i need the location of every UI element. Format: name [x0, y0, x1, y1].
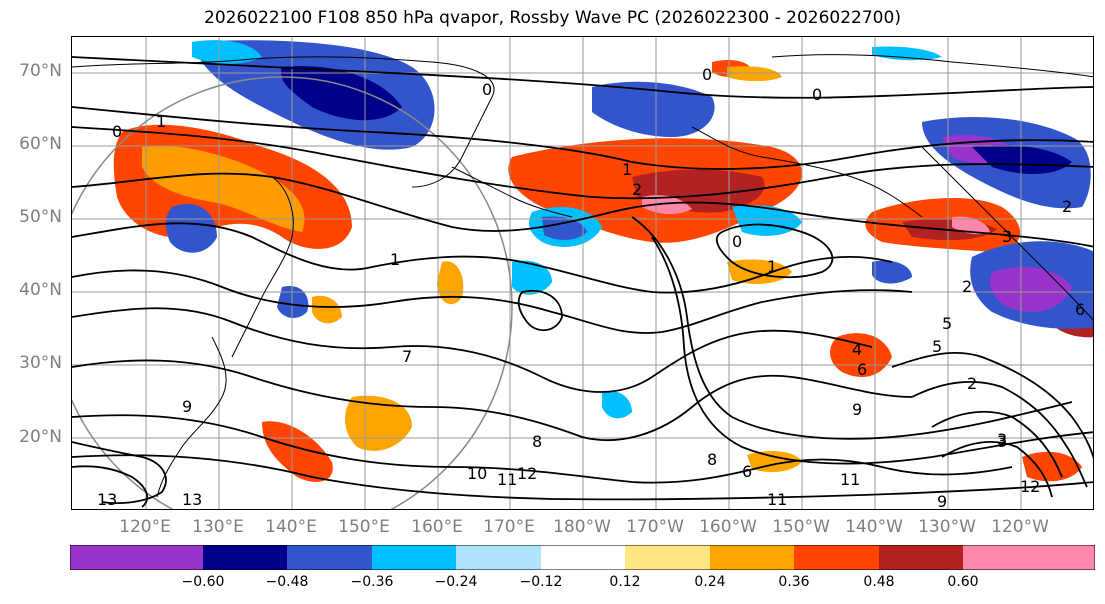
colorbar-segment — [70, 545, 203, 570]
colorbar-tick: −0.60 — [181, 574, 225, 590]
colorbar-tick: 0.24 — [694, 574, 726, 590]
lat-label-20n: 20°N — [19, 427, 62, 447]
colorbar-segment — [963, 545, 1095, 570]
contour-label: 2 — [1062, 197, 1072, 216]
colorbar-segment — [710, 545, 794, 570]
plot-title: 2026022100 F108 850 hPa qvapor, Rossby W… — [204, 8, 901, 28]
contour-label: 0 — [812, 85, 822, 104]
contour-label: 1 — [767, 257, 777, 276]
lon-label-160e: 160°E — [411, 517, 463, 537]
colorbar-tick: 0.12 — [609, 574, 641, 590]
lat-label-40n: 40°N — [19, 280, 62, 300]
lon-label-130e: 130°E — [192, 517, 244, 537]
lon-label-140w: 140°W — [845, 517, 903, 537]
lon-label-150e: 150°E — [338, 517, 390, 537]
colorbar-tick: −0.24 — [434, 574, 478, 590]
colorbar-tick: 0.60 — [947, 574, 979, 590]
colorbar-tick: 0.48 — [863, 574, 895, 590]
lon-label-180w: 180°W — [553, 517, 611, 537]
colorbar — [70, 545, 1095, 570]
colorbar-segment — [456, 545, 541, 570]
contour-label-group: 0 1 0 0 0 1 2 0 1 2 1 3 2 4 5 6 7 8 9 10… — [97, 65, 1085, 510]
map-panel: 0 1 0 0 0 1 2 0 1 2 1 3 2 4 5 6 7 8 9 10… — [71, 36, 1094, 510]
contour-label: 11 — [840, 470, 860, 489]
contour-label: 3 — [1002, 227, 1012, 246]
colorbar-segment — [794, 545, 879, 570]
contour-label: 13 — [97, 490, 117, 509]
lon-label-170w: 170°W — [626, 517, 684, 537]
contour-label: 1 — [390, 250, 400, 269]
contour-label: 11 — [497, 470, 517, 489]
contour-label: 2 — [962, 277, 972, 296]
lon-label-120e: 120°E — [119, 517, 171, 537]
contour-label: 6 — [857, 360, 867, 379]
reference-circle — [72, 76, 513, 509]
colorbar-tick: −0.12 — [519, 574, 563, 590]
contour-label: 12 — [1020, 477, 1040, 496]
contour-label: 1 — [156, 112, 166, 131]
contour-label: 0 — [482, 80, 492, 99]
contour-label: 6 — [1075, 300, 1085, 319]
colorbar-segment — [541, 545, 625, 570]
contour-label: 4 — [852, 340, 862, 359]
lat-label-70n: 70°N — [19, 61, 62, 81]
contour-label: 10 — [467, 464, 487, 483]
contour-label: 0 — [112, 122, 122, 141]
contour-label: 8 — [532, 432, 542, 451]
graticule — [72, 37, 1093, 509]
lon-label-130w: 130°W — [918, 517, 976, 537]
lon-label-170e: 170°E — [483, 517, 535, 537]
lon-label-140e: 140°E — [265, 517, 317, 537]
contour-label: 11 — [767, 490, 787, 509]
contour-label: 2 — [967, 374, 977, 393]
colorbar-segment — [372, 545, 456, 570]
coastlines — [72, 54, 1093, 498]
contour-label: 3 — [997, 430, 1007, 449]
colorbar-segment — [625, 545, 710, 570]
colorbar-segment — [287, 545, 372, 570]
contour-label: 8 — [707, 450, 717, 469]
lon-label-150w: 150°W — [772, 517, 830, 537]
lat-label-50n: 50°N — [19, 207, 62, 227]
lon-label-160w: 160°W — [699, 517, 757, 537]
lat-label-30n: 30°N — [19, 353, 62, 373]
map-canvas: 0 1 0 0 0 1 2 0 1 2 1 3 2 4 5 6 7 8 9 10… — [72, 37, 1093, 510]
contour-label: 9 — [852, 400, 862, 419]
contour-label: 1 — [622, 160, 632, 179]
contours — [72, 56, 1093, 508]
contour-label: 3 — [997, 432, 1007, 451]
colorbar-segment — [203, 545, 287, 570]
contour-label: 12 — [517, 464, 537, 483]
lat-label-60n: 60°N — [19, 134, 62, 154]
contour-label: 0 — [702, 65, 712, 84]
contour-label: 2 — [632, 180, 642, 199]
contour-label: 0 — [732, 232, 742, 251]
colorbar-tick: −0.48 — [265, 574, 309, 590]
colorbar-segment — [879, 545, 963, 570]
colorbar-tick: −0.36 — [350, 574, 394, 590]
lon-label-120w: 120°W — [991, 517, 1049, 537]
contour-label: 5 — [932, 337, 942, 356]
contour-label: 9 — [937, 492, 947, 510]
contour-label: 6 — [742, 462, 752, 481]
colorbar-tick: 0.36 — [778, 574, 810, 590]
contour-label: 5 — [942, 314, 952, 333]
contour-label: 7 — [402, 347, 412, 366]
contour-label: 13 — [182, 490, 202, 509]
contour-label: 9 — [182, 397, 192, 416]
